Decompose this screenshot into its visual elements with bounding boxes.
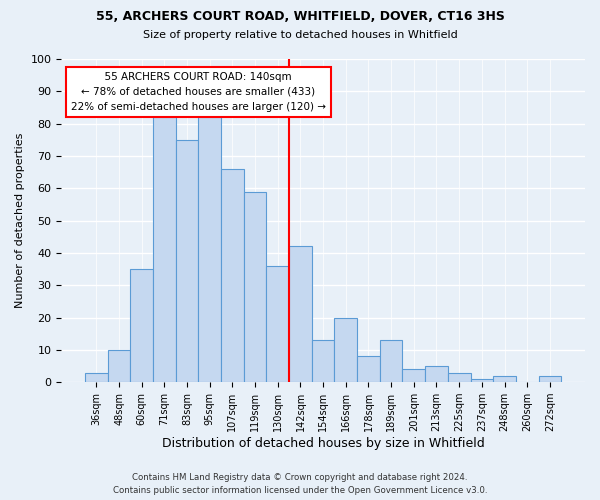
X-axis label: Distribution of detached houses by size in Whitfield: Distribution of detached houses by size … [162,437,485,450]
Text: 55, ARCHERS COURT ROAD, WHITFIELD, DOVER, CT16 3HS: 55, ARCHERS COURT ROAD, WHITFIELD, DOVER… [95,10,505,23]
Bar [244,192,266,382]
Bar [85,372,108,382]
Bar [334,318,357,382]
Bar [470,379,493,382]
Bar [289,246,312,382]
Bar [539,376,561,382]
Text: Contains HM Land Registry data © Crown copyright and database right 2024.
Contai: Contains HM Land Registry data © Crown c… [113,474,487,495]
Bar [493,376,516,382]
Bar [448,372,470,382]
Bar [425,366,448,382]
Y-axis label: Number of detached properties: Number of detached properties [15,133,25,308]
Bar [403,370,425,382]
Bar [357,356,380,382]
Bar [108,350,130,382]
Bar [266,266,289,382]
Bar [130,269,153,382]
Bar [199,117,221,382]
Bar [221,169,244,382]
Text: Size of property relative to detached houses in Whitfield: Size of property relative to detached ho… [143,30,457,40]
Bar [153,117,176,382]
Bar [176,140,199,382]
Bar [380,340,403,382]
Bar [312,340,334,382]
Text: 55 ARCHERS COURT ROAD: 140sqm  
← 78% of detached houses are smaller (433)
22% o: 55 ARCHERS COURT ROAD: 140sqm ← 78% of d… [71,72,326,112]
